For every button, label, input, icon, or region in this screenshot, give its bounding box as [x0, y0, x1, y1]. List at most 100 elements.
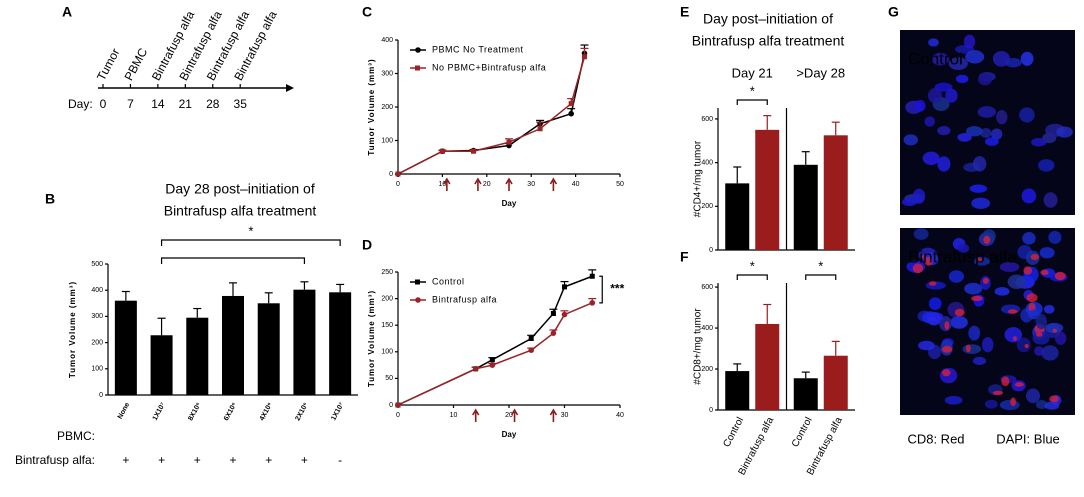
x-tick-label: 40	[616, 412, 624, 419]
marker	[589, 300, 596, 306]
y-tick-label: 400	[701, 325, 713, 332]
treatment-arrow	[472, 408, 480, 422]
y-tick-label: 600	[701, 116, 713, 123]
cd8-signal	[1010, 397, 1017, 407]
nucleus	[999, 399, 1020, 411]
significance-bracket	[160, 239, 341, 246]
y-tick-label: 200	[91, 339, 103, 346]
y-tick-label: 300	[91, 313, 103, 320]
significance-label: ***	[610, 282, 624, 296]
x-tick-label: 4X10⁶	[259, 402, 274, 423]
x-tick-label: 30	[561, 412, 569, 419]
bar	[222, 295, 244, 395]
panel-letter: A	[62, 4, 72, 20]
y-tick-label: 400	[91, 287, 103, 294]
significance-label: *	[750, 83, 755, 98]
nucleus	[1038, 159, 1055, 172]
nucleus	[948, 57, 968, 71]
x-tick-label: 40	[572, 181, 580, 188]
y-tick-label: 200	[381, 104, 393, 111]
y-axis-label: #CD8+/mg tumor	[693, 308, 704, 385]
x-tick-label: 30	[527, 181, 535, 188]
timeline-day: 0	[100, 97, 107, 111]
nucleus	[991, 128, 1003, 140]
treatment-sign: +	[301, 453, 308, 467]
x-tick-label: Control	[790, 415, 815, 449]
y-tick-label: 200	[381, 295, 393, 302]
cd8-signal	[941, 369, 951, 377]
nucleus	[1021, 188, 1037, 204]
cd8-signal	[1054, 271, 1066, 281]
treatment-arrow	[510, 408, 519, 422]
bar	[114, 300, 137, 395]
cd8-signal	[1012, 336, 1017, 341]
bar	[293, 289, 316, 395]
nucleus	[928, 38, 939, 47]
nucleus	[996, 109, 1008, 125]
bar	[725, 371, 750, 410]
cd8-signal	[942, 345, 953, 353]
x-axis-label: Day	[502, 199, 517, 208]
panel-letter: E	[680, 4, 689, 20]
y-tick-label: 0	[389, 171, 393, 178]
treatment-arrow	[549, 408, 558, 422]
treatment-arrow	[443, 177, 451, 191]
nucleus	[921, 311, 939, 324]
legend-label: Control	[432, 276, 465, 286]
nucleus	[1043, 192, 1058, 208]
x-tick-label: 1X10⁷	[330, 401, 345, 421]
y-tick-label: 100	[91, 366, 103, 373]
marker	[472, 366, 479, 372]
timeline-day: 7	[127, 97, 134, 111]
nucleus	[969, 184, 987, 193]
series-line	[397, 302, 593, 406]
marker	[489, 357, 495, 363]
nucleus	[972, 356, 987, 365]
significance-label: *	[750, 258, 755, 273]
treatment-sign: +	[122, 453, 129, 467]
nucleus	[1044, 401, 1060, 410]
bar	[755, 129, 780, 250]
x-tick-label: 1X10⁷	[152, 401, 167, 421]
timeline-day: 28	[206, 97, 220, 111]
nucleus	[965, 126, 983, 137]
cd8-signal	[1030, 253, 1039, 261]
nucleus	[931, 52, 949, 66]
y-axis-label: Tumor Volume (mm³)	[68, 281, 77, 378]
panel-letter: B	[45, 191, 55, 207]
marker	[561, 311, 568, 318]
legend-label: Bintrafusp alfa	[432, 294, 497, 304]
nucleus	[984, 399, 998, 409]
cd8-signal	[1024, 344, 1029, 349]
x-tick-label: Control	[721, 415, 746, 449]
x-tick-label: 0	[396, 181, 400, 188]
marker	[470, 148, 476, 154]
cd8-signal	[971, 295, 983, 302]
nucleus	[928, 297, 942, 311]
bar	[725, 183, 750, 250]
nucleus	[994, 287, 1010, 296]
y-tick-label: 200	[701, 366, 713, 373]
cd8-signal	[924, 256, 933, 266]
cd8-signal	[1023, 266, 1033, 275]
y-axis-label: #CD4+/mg tumor	[693, 140, 704, 217]
cd8-signal	[1049, 395, 1059, 403]
marker	[589, 273, 595, 279]
y-tick-label: 400	[701, 159, 713, 166]
nucleus	[1043, 304, 1055, 314]
bar	[823, 135, 848, 250]
x-tick-label: 10	[450, 412, 458, 419]
treatment-sign: +	[265, 453, 272, 467]
pane-label: Bintrafusp alfa	[908, 247, 1017, 266]
nucleus	[1022, 232, 1036, 245]
x-axis-label: Day	[502, 430, 517, 439]
x-tick-label: 10	[439, 181, 447, 188]
x-tick-label: 6X10⁶	[223, 402, 238, 423]
nucleus	[937, 126, 951, 136]
bar	[186, 317, 209, 395]
nucleus	[1007, 274, 1026, 290]
chart-title: Bintrafusp alfa treatment	[164, 203, 317, 219]
nucleus	[913, 228, 929, 240]
nucleus	[965, 50, 985, 64]
